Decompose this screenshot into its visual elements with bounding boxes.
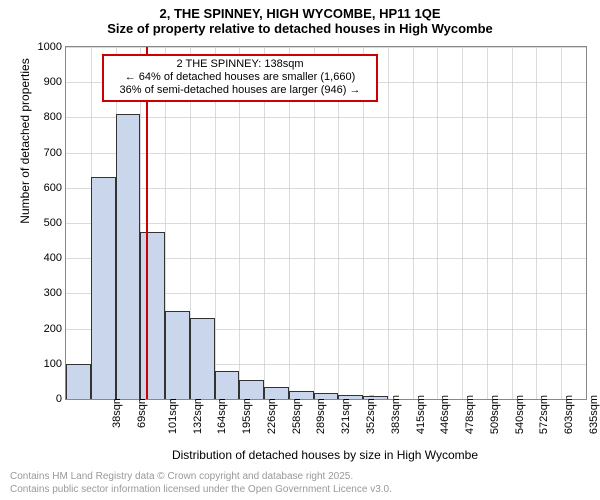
gridline	[512, 47, 513, 399]
x-tick-label: 321sqm	[340, 395, 352, 434]
x-tick-label: 603sqm	[563, 395, 575, 434]
y-tick-label: 500	[44, 217, 66, 229]
x-tick-label: 132sqm	[192, 395, 204, 434]
y-tick-label: 700	[44, 147, 66, 159]
y-tick-label: 1000	[38, 41, 66, 53]
x-tick-label: 509sqm	[489, 395, 501, 434]
x-tick-label: 446sqm	[439, 395, 451, 434]
gridline	[388, 47, 389, 399]
gridline	[66, 47, 586, 48]
x-tick-label: 226sqm	[266, 395, 278, 434]
histogram-bar	[91, 177, 116, 399]
histogram-bar	[66, 364, 91, 399]
histogram-bar	[165, 311, 190, 399]
annotation-line: 36% of semi-detached houses are larger (…	[108, 84, 372, 97]
histogram-bar	[190, 318, 215, 399]
gridline	[536, 47, 537, 399]
histogram-bar	[314, 393, 339, 399]
x-tick-label: 383sqm	[390, 395, 402, 434]
x-tick-label: 69sqm	[136, 395, 148, 428]
x-tick-label: 164sqm	[217, 395, 229, 434]
gridline	[437, 47, 438, 399]
y-tick-label: 200	[44, 323, 66, 335]
gridline	[66, 153, 586, 154]
y-axis-label: Number of detached properties	[18, 0, 32, 317]
x-axis-label: Distribution of detached houses by size …	[65, 448, 585, 462]
histogram-bar	[239, 380, 264, 399]
annotation-line: 2 THE SPINNEY: 138sqm	[108, 58, 372, 71]
x-tick-label: 289sqm	[316, 395, 328, 434]
gridline	[66, 223, 586, 224]
plot-area: 0100200300400500600700800900100038sqm69s…	[65, 46, 587, 400]
histogram-bar	[338, 395, 363, 399]
histogram-bar	[140, 232, 165, 399]
x-tick-label: 352sqm	[365, 395, 377, 434]
annotation-box: 2 THE SPINNEY: 138sqm← 64% of detached h…	[102, 54, 378, 102]
histogram-bar	[363, 396, 388, 399]
attribution-line1: Contains HM Land Registry data © Crown c…	[10, 471, 392, 484]
x-tick-label: 415sqm	[415, 395, 427, 434]
histogram-bar	[116, 114, 141, 399]
y-tick-label: 300	[44, 287, 66, 299]
x-tick-label: 258sqm	[291, 395, 303, 434]
x-tick-label: 635sqm	[588, 395, 600, 434]
histogram-chart: 0 100 200 300 400 500 600 700 800 900 1000 38sqm 69s…	[0, 0, 600, 500]
x-tick-label: 38sqm	[111, 395, 123, 428]
gridline	[561, 47, 562, 399]
gridline	[66, 117, 586, 118]
histogram-bar	[215, 371, 240, 399]
x-tick-label: 540sqm	[514, 395, 526, 434]
annotation-line: ← 64% of detached houses are smaller (1,…	[108, 71, 372, 84]
histogram-bar	[264, 387, 289, 399]
y-tick-label: 100	[44, 358, 66, 370]
attribution-line2: Contains public sector information licen…	[10, 484, 392, 497]
x-tick-label: 478sqm	[464, 395, 476, 434]
x-tick-label: 572sqm	[538, 395, 550, 434]
attribution: Contains HM Land Registry data © Crown c…	[10, 471, 392, 496]
y-tick-label: 400	[44, 252, 66, 264]
y-tick-label: 600	[44, 182, 66, 194]
gridline	[66, 188, 586, 189]
y-tick-label: 900	[44, 76, 66, 88]
y-tick-label: 0	[56, 393, 66, 405]
x-tick-label: 101sqm	[167, 395, 179, 434]
gridline	[487, 47, 488, 399]
gridline	[462, 47, 463, 399]
histogram-bar	[289, 391, 314, 399]
y-tick-label: 800	[44, 111, 66, 123]
gridline	[413, 47, 414, 399]
x-tick-label: 195sqm	[241, 395, 253, 434]
